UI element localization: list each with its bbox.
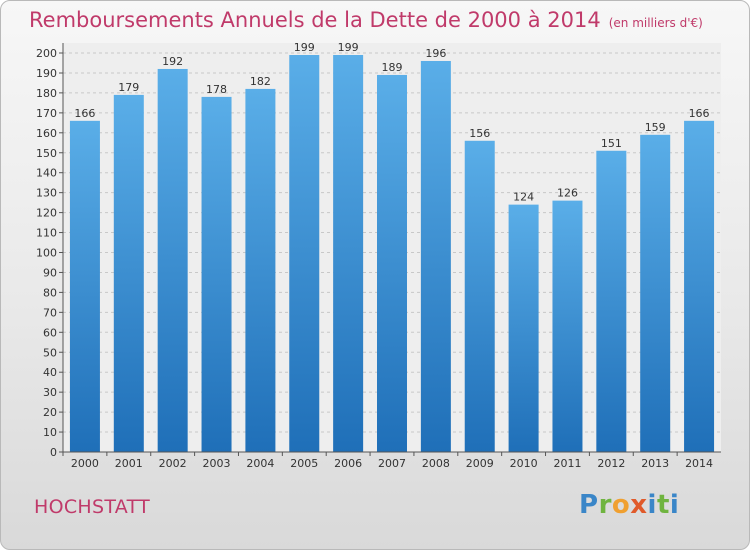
bar-value-label: 166 [74, 107, 95, 120]
y-tick-label: 130 [36, 187, 57, 200]
bar-value-label: 189 [382, 61, 403, 74]
bar-value-label: 178 [206, 83, 227, 96]
chart-subtitle: (en milliers d'€) [608, 16, 703, 30]
chart-title: Remboursements Annuels de la Dette de 20… [29, 8, 703, 32]
x-tick-label: 2014 [685, 457, 713, 470]
y-tick-label: 160 [36, 127, 57, 140]
bar [684, 120, 715, 452]
bar [508, 204, 539, 452]
y-axis: 0 10 20 30 40 50 60 70 80 90 100 110 120 130 140 150 160… [36, 43, 64, 459]
y-tick-label: 120 [36, 207, 57, 220]
y-tick-label: 140 [36, 167, 57, 180]
y-tick-label: 90 [43, 266, 57, 279]
bar [377, 74, 407, 452]
bar-value-label: 179 [118, 81, 139, 94]
bar-value-label: 199 [338, 41, 359, 54]
bar [420, 60, 451, 452]
bar-value-label: 159 [645, 121, 666, 134]
x-tick-label: 2003 [203, 457, 231, 470]
bar-value-label: 192 [162, 55, 183, 68]
y-tick-label: 170 [36, 107, 57, 120]
bar [596, 150, 627, 452]
bar [201, 96, 232, 452]
bar [69, 120, 100, 452]
bar [640, 134, 671, 453]
bar [552, 200, 583, 452]
bar [289, 54, 320, 453]
chart-title-text: Remboursements Annuels de la Dette de 20… [29, 8, 601, 32]
y-tick-label: 200 [36, 47, 57, 60]
x-tick-label: 2007 [378, 457, 406, 470]
bar-value-label: 182 [250, 75, 271, 88]
y-tick-label: 110 [36, 227, 57, 240]
proxiti-logo: Proxiti [579, 490, 680, 520]
x-tick-label: 2009 [466, 457, 494, 470]
x-tick-label: 2000 [71, 457, 99, 470]
y-tick-label: 60 [43, 326, 57, 339]
bar-value-label: 126 [557, 187, 578, 200]
x-tick-label: 2005 [290, 457, 318, 470]
y-tick-label: 30 [43, 386, 57, 399]
x-tick-label: 2004 [246, 457, 274, 470]
bar-value-label: 124 [513, 191, 534, 204]
bar-value-label: 196 [425, 47, 446, 60]
city-name: HOCHSTATT [34, 496, 151, 518]
y-tick-label: 190 [36, 67, 57, 80]
bar-value-label: 151 [601, 137, 622, 150]
y-tick-label: 10 [43, 426, 57, 439]
y-tick-label: 80 [43, 286, 57, 299]
bar [333, 54, 364, 453]
bars: 166 179 192 178 182 199 199 189 196 156 124 126 151 1… [69, 41, 715, 453]
x-tick-label: 2002 [159, 457, 187, 470]
x-tick-label: 2012 [597, 457, 625, 470]
bar-value-label: 199 [294, 41, 315, 54]
y-tick-label: 20 [43, 406, 57, 419]
bar [464, 140, 495, 452]
x-axis: 2000 2001 2002 2003 2004 2005 2006 2007 2008 2009… [62, 451, 721, 470]
bar-value-label: 156 [469, 127, 490, 140]
y-tick-label: 50 [43, 346, 57, 359]
x-tick-label: 2010 [510, 457, 538, 470]
y-tick-label: 180 [36, 87, 57, 100]
x-tick-label: 2011 [553, 457, 581, 470]
y-tick-label: 40 [43, 366, 57, 379]
bar [157, 68, 188, 453]
y-tick-label: 70 [43, 306, 57, 319]
x-tick-label: 2013 [641, 457, 669, 470]
x-tick-label: 2008 [422, 457, 450, 470]
bar-value-label: 166 [689, 107, 710, 120]
bar [113, 94, 144, 453]
bar [245, 88, 276, 452]
y-tick-label: 0 [50, 446, 57, 459]
x-tick-label: 2006 [334, 457, 362, 470]
y-tick-label: 150 [36, 147, 57, 160]
y-tick-label: 100 [36, 247, 57, 260]
x-tick-label: 2001 [115, 457, 143, 470]
